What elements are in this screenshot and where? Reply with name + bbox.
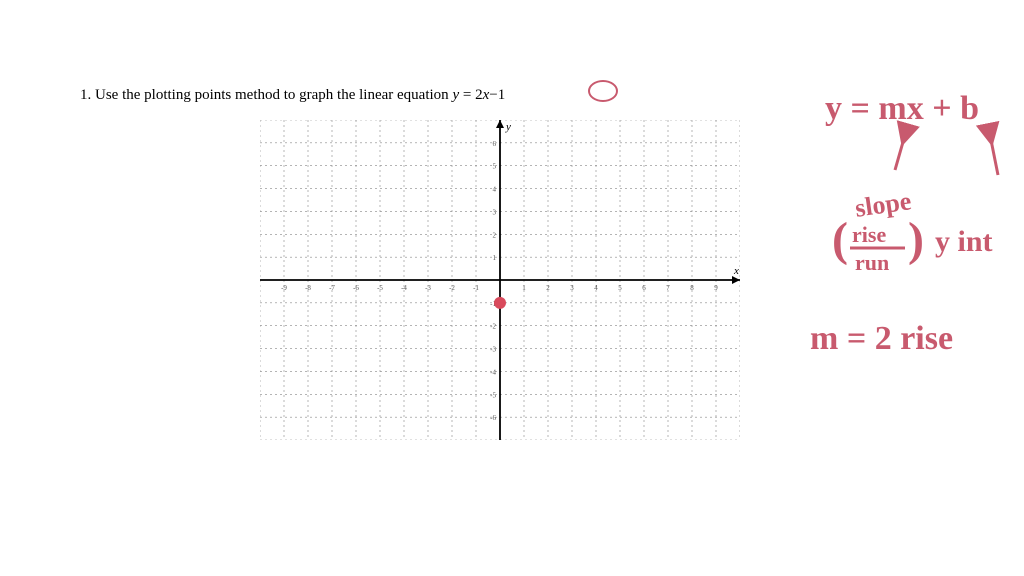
hw-arrows [0, 0, 1024, 576]
hw-paren-r: ) [908, 212, 924, 267]
hw-rise: rise [852, 222, 886, 248]
hw-paren-l: ( [832, 212, 848, 267]
hw-m-eq: m = 2 rise [810, 320, 953, 358]
hw-run: run [855, 250, 889, 276]
hw-yint: y int [935, 225, 993, 259]
